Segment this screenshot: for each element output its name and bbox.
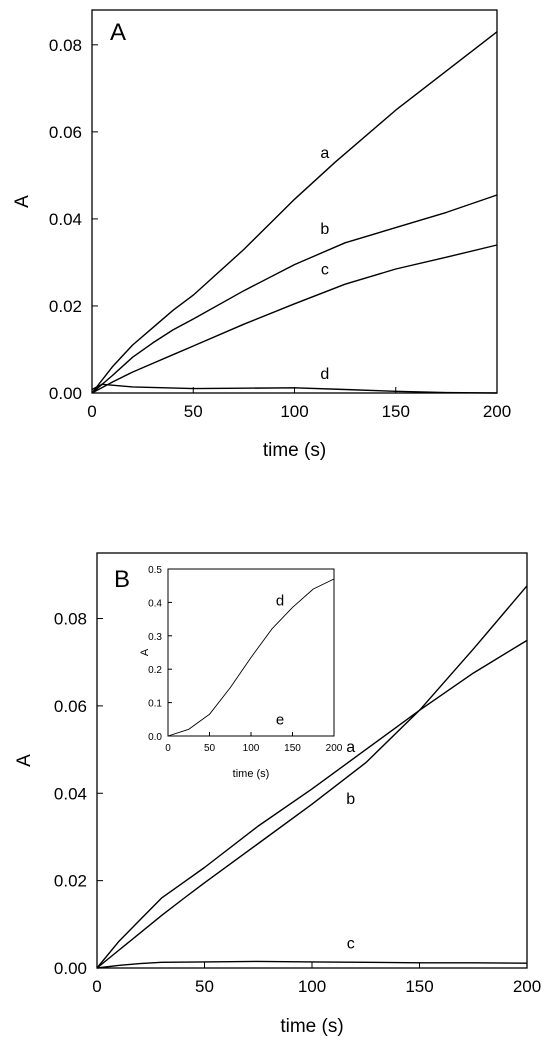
inset-y-tick-label: 0.1 [148, 699, 162, 710]
inset-curve-label-d: d [276, 593, 284, 610]
panel-b-x-tick-label: 0 [92, 977, 101, 996]
panel-b-plot-frame [96, 552, 528, 969]
panel-a-chart: 0 50 100 150 200 0.00 0.02 0.04 0.06 0.08 time (s)… [12, 9, 511, 461]
panel-a-curve-label-b: b [320, 221, 329, 238]
inset-y-axis-title: A [139, 648, 151, 656]
panel-b-panel-label: B [114, 566, 130, 593]
panel-a-y-axis-title: A [12, 195, 33, 208]
panel-a-y-tick-label: 0.06 [49, 123, 82, 142]
panel-b-x-tick-label: 100 [298, 977, 326, 996]
panel-a-y-tick-label: 0.00 [49, 384, 82, 403]
panel-b-y-tick-label: 0.04 [54, 784, 87, 803]
inset-y-tick-label: 0.5 [148, 565, 162, 576]
panel-b-x-axis-title: time (s) [280, 1016, 343, 1037]
panel-a-x-tick-label: 0 [87, 402, 96, 421]
panel-b-y-axis-title: A [14, 754, 35, 767]
panel-b-series-line-a [96, 639, 528, 969]
inset-curve-label-e: e [276, 711, 284, 728]
panel-b-curve-label-a: a [346, 739, 355, 756]
panel-a-curve-label-a: a [320, 145, 329, 162]
inset-x-tick-label: 150 [284, 743, 301, 754]
panel-b-y-tick-label: 0.00 [54, 959, 87, 978]
panel-b-y-tick-label: 0.02 [54, 872, 87, 891]
panel-a-x-tick-label: 200 [483, 402, 511, 421]
inset-series-line-d [167, 578, 335, 737]
inset-y-tick-label: 0.3 [148, 632, 162, 643]
inset-y-tick-label: 0.4 [148, 598, 162, 609]
panel-a-plot-frame [91, 9, 498, 394]
inset-y-tick-label: 0.2 [148, 665, 162, 676]
inset-plot-frame [167, 568, 335, 737]
inset-x-tick-label: 100 [243, 743, 260, 754]
panel-a-curve-label-d: d [320, 366, 329, 383]
panel-a-series-line-b [91, 194, 498, 394]
panel-b-series-line-c [96, 960, 528, 969]
panel-a-x-axis-title: time (s) [263, 440, 326, 461]
panel-a-series-line-c [91, 244, 498, 394]
panel-a-y-tick-label: 0.04 [49, 210, 82, 229]
panel-a-panel-label: A [110, 19, 126, 46]
panel-a-x-tick-label: 150 [382, 402, 410, 421]
inset-x-tick-label: 50 [204, 743, 216, 754]
inset-x-tick-label: 200 [326, 743, 343, 754]
panel-b-y-tick-label: 0.06 [54, 697, 87, 716]
panel-b-x-tick-label: 200 [513, 977, 541, 996]
panel-a-y-tick-label: 0.02 [49, 297, 82, 316]
panel-a-series-line-d [91, 383, 498, 394]
panel-a-x-tick-label: 50 [184, 402, 203, 421]
panel-b-x-tick-label: 150 [405, 977, 433, 996]
panel-b-inset-chart: 0 50 100 150 200 0.0 0.1 0.2 0.3 0.4 0.5 time (s) Ad… [139, 565, 343, 780]
panel-a-series-line-a [91, 31, 498, 394]
panel-b-x-tick-label: 50 [195, 977, 214, 996]
panel-b-curve-label-b: b [346, 791, 355, 808]
panel-b-curve-label-c: c [347, 935, 355, 952]
panel-a-curve-label-c: c [321, 262, 329, 279]
inset-x-axis-title: time (s) [233, 768, 270, 780]
panel-a-y-tick-label: 0.08 [49, 36, 82, 55]
inset-y-tick-label: 0.0 [148, 732, 162, 743]
panel-a-x-tick-label: 100 [280, 402, 308, 421]
panel-b-y-tick-label: 0.08 [54, 610, 87, 629]
panel-b-series-line-b [96, 585, 528, 969]
inset-x-tick-label: 0 [165, 743, 171, 754]
